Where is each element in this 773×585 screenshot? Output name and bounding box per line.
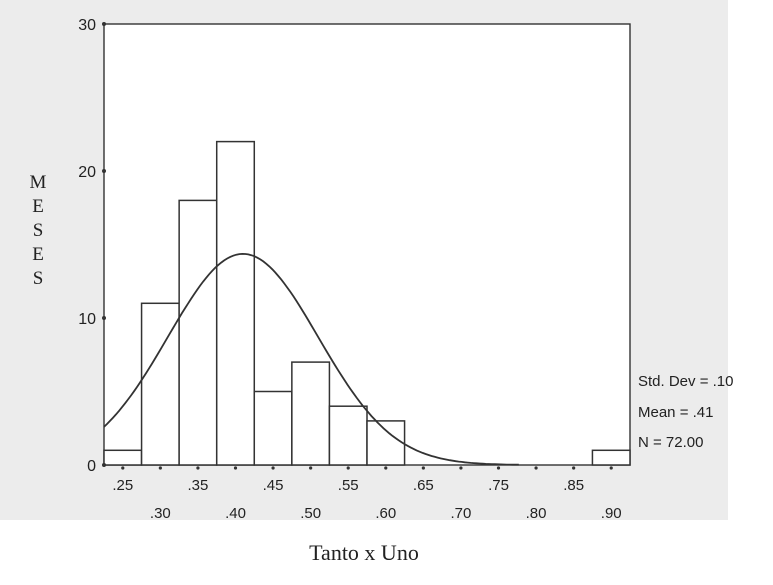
y-axis-title-letter: S (32, 220, 44, 241)
x-tick-label: .45 (263, 477, 284, 494)
histogram-bar (366, 420, 406, 466)
x-tick-label: .35 (187, 477, 208, 494)
x-tick (384, 466, 388, 470)
x-tick-label: .30 (150, 505, 171, 522)
y-tick-label: 0 (87, 458, 96, 475)
x-tick (196, 466, 200, 470)
histogram-bar (328, 405, 368, 466)
stat-mean: Mean = .41 (638, 404, 714, 421)
histogram-bar (103, 449, 143, 466)
y-axis-title-letter: M (29, 172, 47, 193)
histogram-bar (291, 361, 331, 466)
histogram-bar (253, 390, 293, 466)
x-tick (609, 466, 613, 470)
x-tick (271, 466, 275, 470)
stat-std-dev: Std. Dev = .10 (638, 373, 734, 390)
y-axis-title-letter: E (32, 196, 44, 217)
y-tick (102, 169, 106, 173)
x-tick-label: .85 (563, 477, 584, 494)
y-tick-label: 20 (78, 164, 96, 181)
x-tick-label: .55 (338, 477, 359, 494)
x-tick (233, 466, 238, 470)
stat-n: N = 72.00 (638, 434, 704, 451)
x-tick (534, 466, 538, 470)
histogram-bar (215, 140, 256, 466)
normal-curve-line (103, 252, 519, 466)
x-tick (496, 466, 501, 470)
y-axis-title-letter: E (32, 244, 44, 265)
x-tick-label: .90 (601, 505, 622, 522)
x-tick (421, 466, 425, 470)
y-tick (102, 316, 106, 320)
x-tick-label: .70 (450, 505, 471, 522)
x-tick (459, 466, 463, 470)
x-tick-label: .40 (225, 505, 246, 522)
x-tick-label: .60 (375, 505, 396, 522)
histogram-bar (591, 449, 631, 466)
y-tick-label: 30 (78, 17, 96, 34)
x-tick-label: .65 (413, 477, 434, 494)
x-tick (346, 466, 350, 470)
y-axis-title-letter: S (32, 268, 44, 289)
x-tick (572, 466, 576, 470)
x-tick (121, 466, 125, 470)
histogram-bar (178, 199, 218, 466)
x-tick (309, 466, 313, 470)
y-tick (102, 463, 106, 467)
x-axis-title: Tanto x Uno (309, 540, 419, 565)
x-tick-label: .50 (300, 505, 321, 522)
x-tick-label: .25 (112, 477, 133, 494)
y-tick-label: 10 (78, 311, 96, 328)
x-tick-label: .75 (488, 477, 509, 494)
x-tick-label: .80 (526, 505, 547, 522)
y-tick (102, 22, 106, 26)
histogram-bar (140, 302, 180, 466)
x-tick (158, 466, 162, 470)
